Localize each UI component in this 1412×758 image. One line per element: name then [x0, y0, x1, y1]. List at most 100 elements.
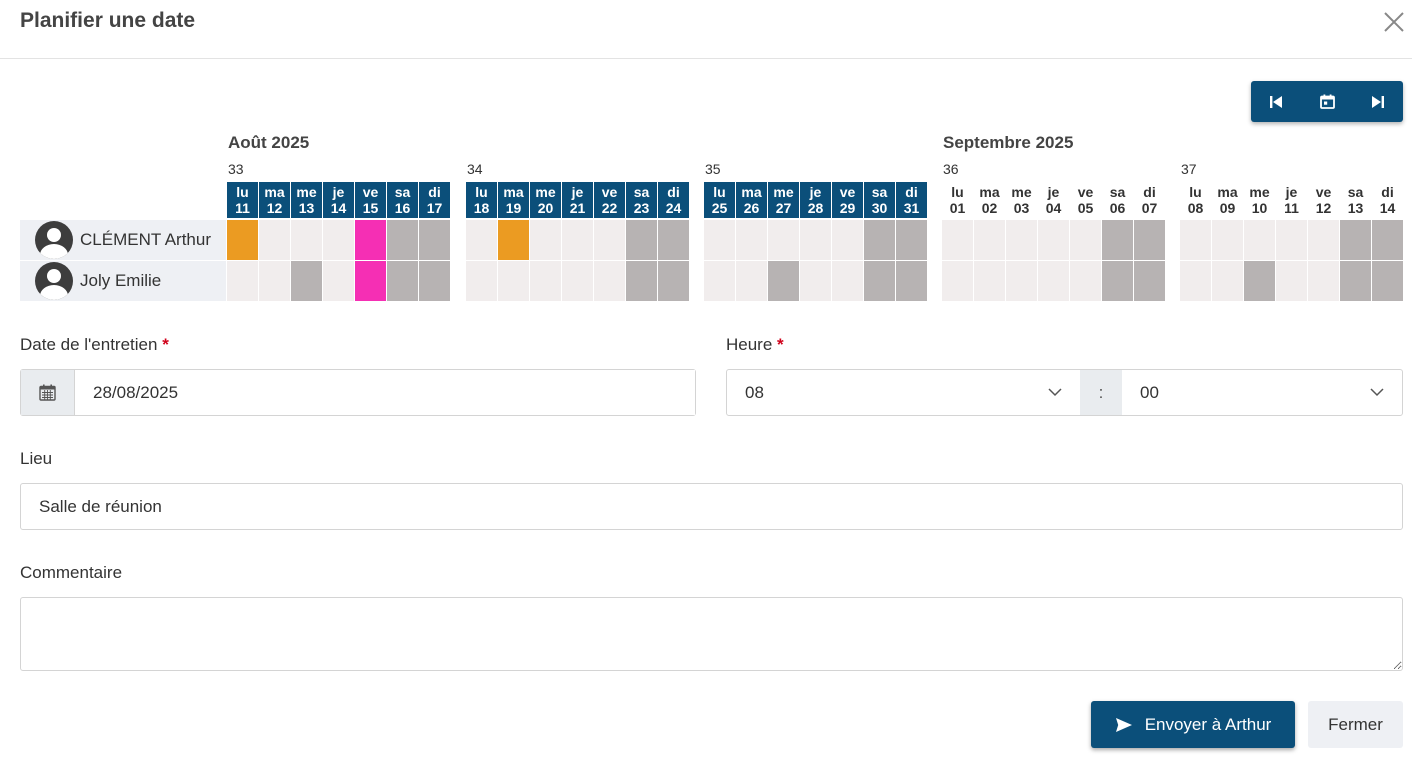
day-cell-work[interactable] [942, 261, 973, 301]
day-cell-we[interactable] [1372, 261, 1403, 301]
day-cell-we[interactable] [387, 220, 418, 260]
day-cell-work[interactable] [704, 220, 735, 260]
day-cell-work[interactable] [1308, 261, 1339, 301]
calendar-icon[interactable] [21, 370, 75, 415]
day-header: di 31 [896, 182, 927, 218]
day-cell-work[interactable] [594, 261, 625, 301]
modal-header: Planifier une date [0, 0, 1412, 59]
day-cell-work[interactable] [800, 220, 831, 260]
day-cell-work[interactable] [562, 261, 593, 301]
day-cell-we[interactable] [1340, 261, 1371, 301]
day-cell-work[interactable] [974, 261, 1005, 301]
week-number: 35 [705, 161, 721, 177]
day-cell-work[interactable] [1180, 261, 1211, 301]
day-cell-work[interactable] [974, 220, 1005, 260]
day-cell-work[interactable] [832, 261, 863, 301]
day-cell-we[interactable] [864, 261, 895, 301]
day-cell-we[interactable] [1372, 220, 1403, 260]
day-header: ve 22 [594, 182, 625, 218]
day-cell-work[interactable] [832, 220, 863, 260]
day-cell-we[interactable] [626, 261, 657, 301]
skip-next-icon[interactable] [1352, 81, 1403, 122]
day-cell-work[interactable] [1070, 261, 1101, 301]
day-cell-we[interactable] [1134, 261, 1165, 301]
comment-textarea[interactable] [20, 597, 1403, 671]
day-cell-we[interactable] [1340, 220, 1371, 260]
day-cell-work[interactable] [1006, 220, 1037, 260]
day-cell-work[interactable] [498, 261, 529, 301]
day-abbr: sa [1347, 184, 1364, 200]
day-abbr: lu [951, 184, 964, 200]
day-cell-work[interactable] [594, 220, 625, 260]
week-number: 36 [943, 161, 959, 177]
day-cell-work[interactable] [736, 220, 767, 260]
day-cell-work[interactable] [1244, 220, 1275, 260]
close-icon[interactable] [1380, 8, 1408, 36]
day-cell-work[interactable] [736, 261, 767, 301]
day-cell-work[interactable] [768, 220, 799, 260]
day-cell-work[interactable] [1212, 261, 1243, 301]
day-cell-work[interactable] [530, 261, 561, 301]
day-date: 18 [473, 200, 490, 216]
day-cell-we[interactable] [419, 261, 450, 301]
day-cell-work[interactable] [704, 261, 735, 301]
day-cell-work[interactable] [466, 220, 497, 260]
day-cell-work[interactable] [1006, 261, 1037, 301]
location-label: Lieu [20, 449, 53, 468]
day-cell-we[interactable] [658, 220, 689, 260]
day-cell-work[interactable] [1276, 220, 1307, 260]
day-cell-work[interactable] [1212, 220, 1243, 260]
day-date: 22 [601, 200, 618, 216]
day-cell-pink[interactable] [355, 261, 386, 301]
minute-select[interactable]: 00 [1122, 370, 1402, 415]
hour-select[interactable]: 08 [727, 370, 1080, 415]
day-cell-work[interactable] [227, 261, 258, 301]
day-cell-work[interactable] [323, 220, 354, 260]
day-cell-work[interactable] [800, 261, 831, 301]
day-cell-we[interactable] [1134, 220, 1165, 260]
avatar [35, 262, 73, 300]
day-date: 02 [981, 200, 998, 216]
day-cell-we[interactable] [658, 261, 689, 301]
day-cell-work[interactable] [259, 220, 290, 260]
day-cell-work[interactable] [323, 261, 354, 301]
day-cell-we[interactable] [387, 261, 418, 301]
day-cell-work[interactable] [942, 220, 973, 260]
day-header: me 20 [530, 182, 561, 218]
day-cell-work[interactable] [1070, 220, 1101, 260]
day-cell-we[interactable] [1244, 261, 1275, 301]
day-cell-we[interactable] [1102, 261, 1133, 301]
day-abbr: ve [362, 184, 379, 200]
day-cell-we[interactable] [291, 261, 322, 301]
day-cell-work[interactable] [1038, 261, 1069, 301]
day-date: 13 [298, 200, 315, 216]
location-input[interactable] [20, 483, 1403, 530]
day-cell-work[interactable] [530, 220, 561, 260]
date-input[interactable] [75, 370, 695, 415]
day-cell-orange[interactable] [227, 220, 258, 260]
day-cell-orange[interactable] [498, 220, 529, 260]
day-cell-work[interactable] [259, 261, 290, 301]
day-cell-work[interactable] [1180, 220, 1211, 260]
send-button[interactable]: Envoyer à Arthur [1091, 701, 1295, 748]
day-cell-we[interactable] [864, 220, 895, 260]
day-cell-work[interactable] [466, 261, 497, 301]
day-cell-work[interactable] [291, 220, 322, 260]
day-header: ma 09 [1212, 182, 1243, 218]
day-cell-work[interactable] [1276, 261, 1307, 301]
close-button[interactable]: Fermer [1308, 701, 1403, 748]
day-cell-we[interactable] [1102, 220, 1133, 260]
day-abbr: lu [1189, 184, 1202, 200]
calendar-today-icon[interactable] [1302, 81, 1353, 122]
day-cell-we[interactable] [768, 261, 799, 301]
day-cell-pink[interactable] [355, 220, 386, 260]
day-cell-we[interactable] [419, 220, 450, 260]
day-cell-we[interactable] [896, 261, 927, 301]
day-cell-work[interactable] [1308, 220, 1339, 260]
day-cell-work[interactable] [1038, 220, 1069, 260]
skip-previous-icon[interactable] [1251, 81, 1302, 122]
day-date: 31 [903, 200, 920, 216]
day-cell-we[interactable] [896, 220, 927, 260]
day-cell-work[interactable] [562, 220, 593, 260]
day-cell-we[interactable] [626, 220, 657, 260]
